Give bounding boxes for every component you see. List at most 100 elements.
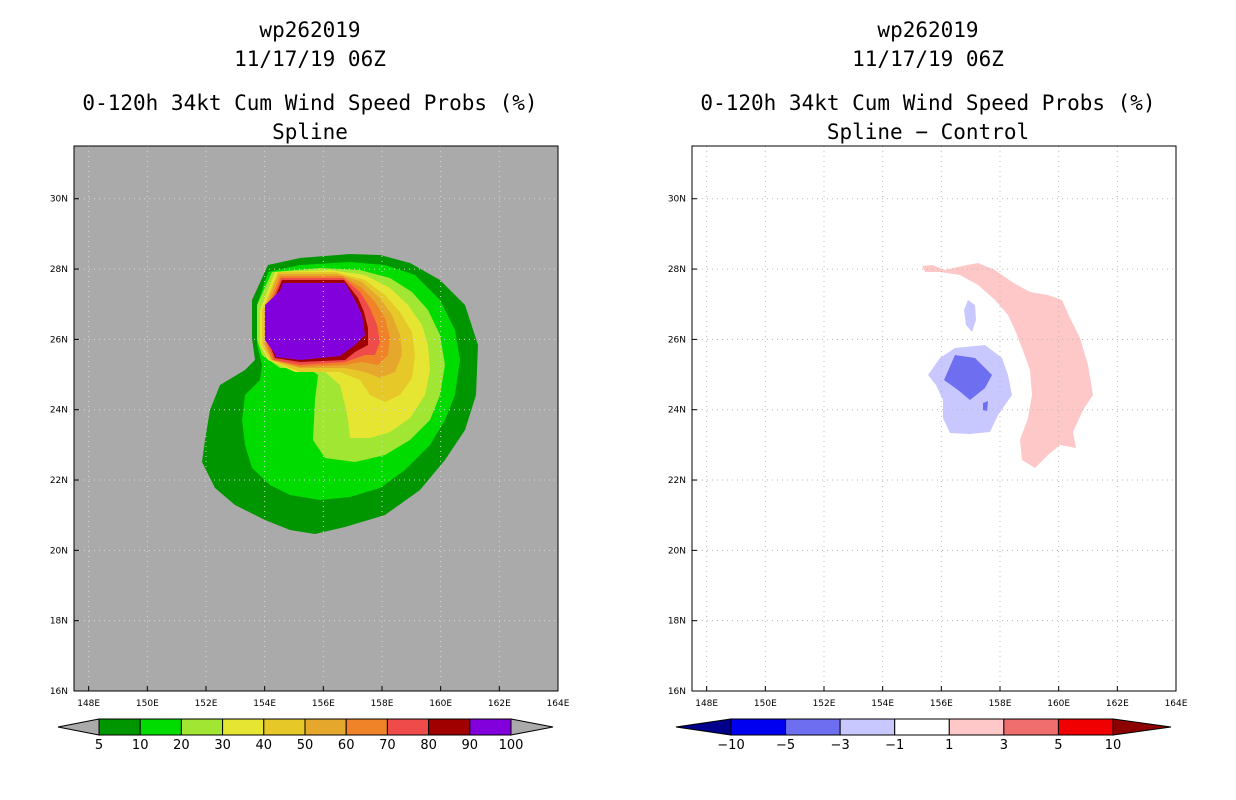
right-ytick-label: 26N <box>668 335 686 345</box>
right-colorbar-label: 3 <box>1000 738 1008 753</box>
left-ytick-label: 16N <box>50 687 68 697</box>
right-chart-title-block: wp262019 11/17/19 06Z <box>678 16 1178 74</box>
right-colorbar-bin <box>1003 718 1059 736</box>
left-xtick-label: 158E <box>371 699 394 709</box>
right-xtick-label: 156E <box>930 699 953 709</box>
right-xtick-label: 152E <box>813 699 836 709</box>
left-colorbar-bin <box>345 718 388 736</box>
left-colorbar-label: 5 <box>95 738 103 753</box>
left-chart-title-block-2: 0-120h 34kt Cum Wind Speed Probs (%) Spl… <box>60 89 560 147</box>
right-axis-ticks: 148E 150E 152E 154E 156E 158E 160E 162E 164E 16N 1… <box>668 195 1188 709</box>
right-colorbar-label: −3 <box>831 738 850 753</box>
right-colorbar-bin <box>894 718 950 736</box>
left-colorbar-label: 10 <box>132 738 149 753</box>
left-colorbar-bin <box>428 718 471 736</box>
right-colorbar-label: −5 <box>776 738 795 753</box>
right-colorbar-under-arrow <box>675 718 732 736</box>
left-ytick-label: 26N <box>50 335 68 345</box>
right-chart-subtitle: Spline − Control <box>826 120 1030 144</box>
right-difference-contours <box>922 263 1093 468</box>
contour-pos-1to3 <box>922 263 1093 468</box>
right-colorbar-label: 10 <box>1105 738 1122 753</box>
left-xtick-label: 162E <box>488 699 511 709</box>
left-probability-contours <box>202 254 478 534</box>
left-xtick-label: 148E <box>77 699 100 709</box>
right-xtick-label: 162E <box>1106 699 1129 709</box>
left-colorbar-label: 70 <box>379 738 396 753</box>
left-map: 148E 150E 152E 154E 156E 158E 160E 162E 164E 16N 1… <box>50 145 570 709</box>
right-colorbar-bin <box>730 718 787 736</box>
left-colorbar-label: 40 <box>256 738 273 753</box>
right-plot-frame <box>691 145 1177 692</box>
left-colorbar-label: 30 <box>214 738 231 753</box>
right-chart-title-block-2: 0-120h 34kt Cum Wind Speed Probs (%) Spl… <box>678 89 1178 147</box>
left-chart-subtitle: Spline <box>272 120 348 144</box>
contour-neg-3to5-dot <box>983 401 988 411</box>
left-colorbar-label: 60 <box>338 738 355 753</box>
right-plot-background <box>691 145 1177 692</box>
left-colorbar-label: 80 <box>420 738 437 753</box>
right-ytick-label: 24N <box>668 406 686 416</box>
right-ytick-label: 30N <box>668 195 686 205</box>
right-xtick-label: 164E <box>1165 699 1188 709</box>
right-colorbar-bin <box>785 718 841 736</box>
left-colorbar-label: 90 <box>462 738 479 753</box>
left-colorbar-label: 50 <box>297 738 314 753</box>
left-axis-ticks: 148E 150E 152E 154E 156E 158E 160E 162E 164E 16N 1… <box>50 195 570 709</box>
right-ytick-label: 22N <box>668 476 686 486</box>
left-plot-frame <box>73 145 559 692</box>
left-xtick-label: 152E <box>195 699 218 709</box>
left-colorbar-label: 100 <box>499 738 524 753</box>
left-grid <box>74 146 558 691</box>
left-colorbar: 5 10 20 30 40 50 60 70 80 90 100 <box>57 718 554 753</box>
right-colorbar: −10 −5 −3 −1 1 3 5 10 <box>675 718 1172 753</box>
right-ytick-label: 16N <box>668 687 686 697</box>
left-ytick-label: 22N <box>50 476 68 486</box>
right-xtick-label: 150E <box>754 699 777 709</box>
left-colorbar-bin <box>263 718 306 736</box>
left-datetime: 11/17/19 06Z <box>234 47 386 71</box>
right-ytick-label: 28N <box>668 265 686 275</box>
left-ytick-label: 28N <box>50 265 68 275</box>
left-xtick-label: 150E <box>136 699 159 709</box>
right-colorbar-over-arrow <box>1112 718 1172 736</box>
right-colorbar-bin <box>1057 718 1114 736</box>
left-colorbar-label: 20 <box>173 738 190 753</box>
left-colorbar-bin <box>139 718 182 736</box>
left-chart-title: 0-120h 34kt Cum Wind Speed Probs (%) <box>82 91 538 115</box>
left-xtick-label: 156E <box>312 699 335 709</box>
left-colorbar-bin <box>386 718 430 736</box>
right-storm-id: wp262019 <box>877 18 979 42</box>
right-map: 148E 150E 152E 154E 156E 158E 160E 162E 164E 16N 1… <box>668 145 1188 709</box>
left-colorbar-bin <box>98 718 141 736</box>
left-xtick-label: 164E <box>547 699 570 709</box>
left-ytick-label: 30N <box>50 195 68 205</box>
right-xtick-label: 148E <box>695 699 718 709</box>
right-ytick-label: 20N <box>668 546 686 556</box>
contour-neg-3to5 <box>944 355 992 400</box>
left-colorbar-under-arrow <box>57 718 100 736</box>
left-colorbar-bin <box>222 718 265 736</box>
right-colorbar-label: 5 <box>1054 738 1062 753</box>
right-ytick-label: 18N <box>668 617 686 627</box>
left-colorbar-bin <box>304 718 347 736</box>
left-xtick-label: 160E <box>429 699 452 709</box>
right-colorbar-label: −10 <box>717 738 744 753</box>
right-chart-title: 0-120h 34kt Cum Wind Speed Probs (%) <box>700 91 1156 115</box>
right-colorbar-label: 1 <box>945 738 953 753</box>
right-datetime: 11/17/19 06Z <box>852 47 1004 71</box>
right-xtick-label: 160E <box>1047 699 1070 709</box>
right-colorbar-label: −1 <box>885 738 904 753</box>
left-chart-title-block: wp262019 11/17/19 06Z <box>60 16 560 74</box>
contour-neg-1to3-small <box>964 300 976 332</box>
left-ytick-label: 24N <box>50 406 68 416</box>
left-colorbar-bin <box>469 718 512 736</box>
right-colorbar-bin <box>839 718 896 736</box>
right-grid <box>692 146 1176 691</box>
left-ytick-label: 20N <box>50 546 68 556</box>
left-colorbar-over-arrow <box>510 718 554 736</box>
left-storm-id: wp262019 <box>259 18 361 42</box>
left-colorbar-bin <box>180 718 224 736</box>
right-xtick-label: 154E <box>871 699 894 709</box>
